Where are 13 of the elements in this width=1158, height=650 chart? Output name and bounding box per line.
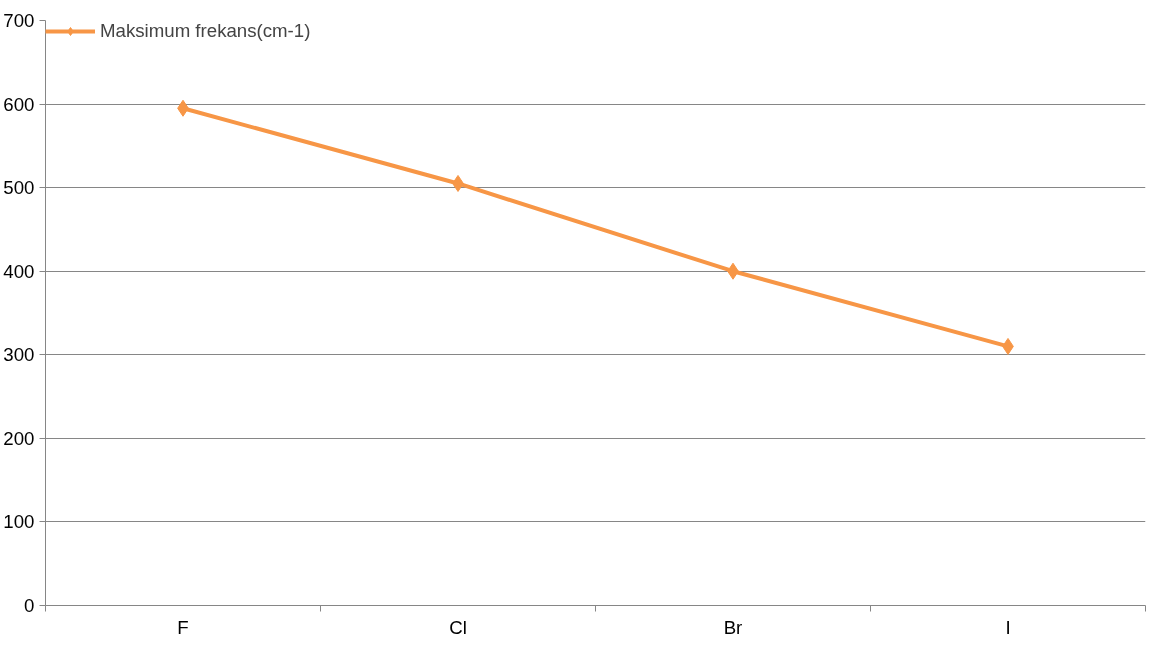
y-tick-label: 0 (24, 595, 35, 616)
x-tick-label: Cl (449, 616, 467, 638)
x-tick-label: Br (723, 616, 743, 638)
x-tick-label: F (177, 616, 189, 638)
y-tick-label: 300 (3, 344, 35, 366)
legend-label: Maksimum frekans(cm-1) (100, 20, 311, 42)
y-tick-label: 200 (3, 427, 35, 449)
y-tick-label: 100 (3, 511, 35, 533)
y-tick-label: 400 (3, 260, 35, 282)
y-tick-label: 500 (3, 177, 35, 199)
y-tick-label: 600 (3, 93, 35, 115)
x-tick-label: I (1005, 616, 1011, 638)
y-tick-label: 700 (3, 10, 35, 31)
